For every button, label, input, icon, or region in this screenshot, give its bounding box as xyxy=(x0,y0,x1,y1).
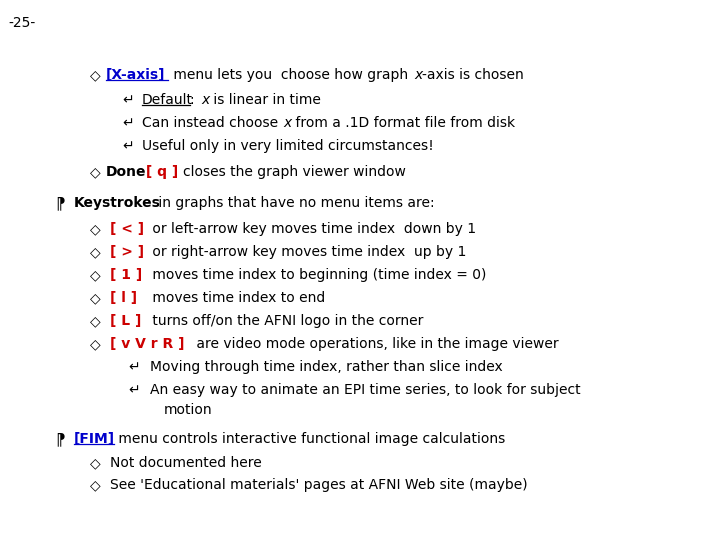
Text: -25-: -25- xyxy=(8,16,35,30)
Text: [ 1 ]: [ 1 ] xyxy=(110,268,143,282)
Text: ⁋: ⁋ xyxy=(55,196,65,211)
Text: ◇: ◇ xyxy=(90,245,101,259)
Text: ↵: ↵ xyxy=(122,116,134,130)
Text: [ < ]: [ < ] xyxy=(110,222,144,236)
Text: ◇: ◇ xyxy=(90,291,101,305)
Text: See 'Educational materials' pages at AFNI Web site (maybe): See 'Educational materials' pages at AFN… xyxy=(110,478,528,492)
Text: An easy way to animate an EPI time series, to look for subject: An easy way to animate an EPI time serie… xyxy=(150,383,580,397)
Text: ◇: ◇ xyxy=(90,268,101,282)
Text: ◇: ◇ xyxy=(90,165,101,179)
Text: ◇: ◇ xyxy=(90,337,101,351)
Text: Moving through time index, rather than slice index: Moving through time index, rather than s… xyxy=(150,360,503,374)
Text: Not documented here: Not documented here xyxy=(110,456,262,470)
Text: ↵: ↵ xyxy=(128,383,140,397)
Text: -axis is chosen: -axis is chosen xyxy=(422,68,523,82)
Text: or left-arrow key moves time index  down by 1: or left-arrow key moves time index down … xyxy=(148,222,476,236)
Text: [FIM]: [FIM] xyxy=(74,432,115,446)
Text: x: x xyxy=(414,68,422,82)
Text: in graphs that have no menu items are:: in graphs that have no menu items are: xyxy=(154,196,435,210)
Text: menu controls interactive functional image calculations: menu controls interactive functional ima… xyxy=(114,432,505,446)
Text: motion: motion xyxy=(164,403,212,417)
Text: menu lets you  choose how graph: menu lets you choose how graph xyxy=(169,68,413,82)
Text: turns off/on the AFNI logo in the corner: turns off/on the AFNI logo in the corner xyxy=(148,314,423,328)
Text: moves time index to end: moves time index to end xyxy=(148,291,325,305)
Text: [ L ]: [ L ] xyxy=(110,314,141,328)
Text: ↵: ↵ xyxy=(122,139,134,153)
Text: is linear in time: is linear in time xyxy=(209,93,321,107)
Text: ◇: ◇ xyxy=(90,456,101,470)
Text: ⁋: ⁋ xyxy=(55,432,65,447)
Text: ↵: ↵ xyxy=(122,93,134,107)
Text: [ v V r R ]: [ v V r R ] xyxy=(110,337,184,351)
Text: Can instead choose: Can instead choose xyxy=(142,116,282,130)
Text: Default: Default xyxy=(142,93,193,107)
Text: Useful only in very limited circumstances!: Useful only in very limited circumstance… xyxy=(142,139,433,153)
Text: are video mode operations, like in the image viewer: are video mode operations, like in the i… xyxy=(192,337,559,351)
Text: Keystrokes: Keystrokes xyxy=(74,196,161,210)
Text: [ l ]: [ l ] xyxy=(110,291,137,305)
Text: or right-arrow key moves time index  up by 1: or right-arrow key moves time index up b… xyxy=(148,245,467,259)
Text: :: : xyxy=(190,93,199,107)
Text: from a .1D format file from disk: from a .1D format file from disk xyxy=(291,116,515,130)
Text: [ > ]: [ > ] xyxy=(110,245,144,259)
Text: closes the graph viewer window: closes the graph viewer window xyxy=(183,165,406,179)
Text: ◇: ◇ xyxy=(90,68,101,82)
Text: ↵: ↵ xyxy=(128,360,140,374)
Text: moves time index to beginning (time index = 0): moves time index to beginning (time inde… xyxy=(148,268,487,282)
Text: ◇: ◇ xyxy=(90,314,101,328)
Text: ◇: ◇ xyxy=(90,478,101,492)
Text: [X-axis]: [X-axis] xyxy=(106,68,166,82)
Text: ◇: ◇ xyxy=(90,222,101,236)
Text: x: x xyxy=(201,93,210,107)
Text: Done: Done xyxy=(106,165,146,179)
Text: [ q ]: [ q ] xyxy=(141,165,183,179)
Text: x: x xyxy=(283,116,292,130)
